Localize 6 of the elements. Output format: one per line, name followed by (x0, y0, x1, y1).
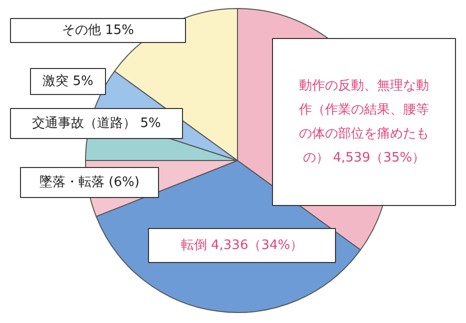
slice-label: 動作の反動、無理な動作（作業の結果、腰等の体の部位を痛めたもの） 4,539（35%） (298, 78, 429, 166)
slice-label: 転倒 4,336（34%） (180, 238, 304, 253)
slice-label: その他 15% (62, 23, 134, 38)
slice-label: 交通事故（道路） 5% (32, 115, 161, 131)
slice-label: 墜落・転落 (6%) (40, 175, 140, 190)
slice-label: 激突 5% (42, 74, 94, 89)
